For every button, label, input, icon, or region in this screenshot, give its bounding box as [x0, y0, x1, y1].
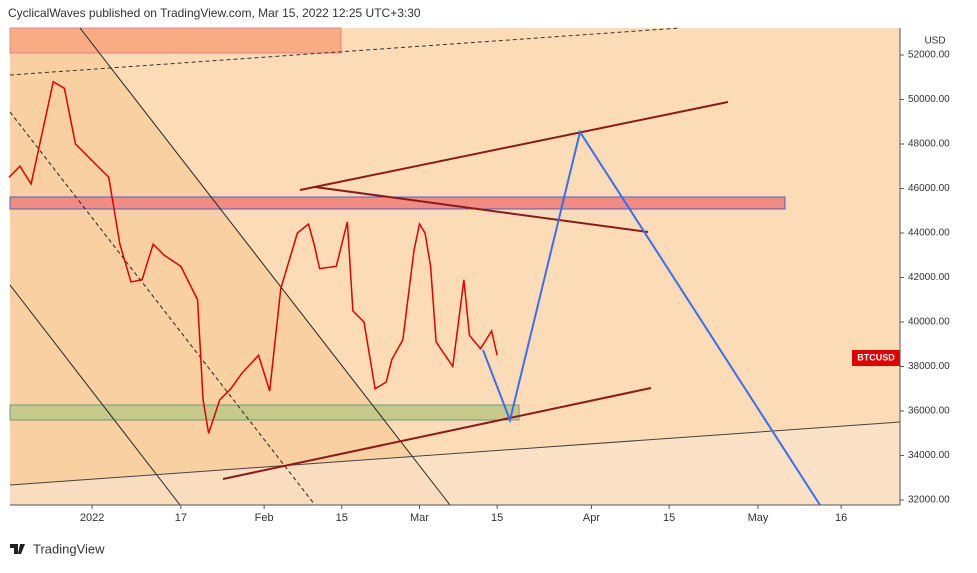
resistance-zone	[9, 196, 786, 210]
x-tick-label: 15	[491, 512, 503, 524]
footer: TradingView	[33, 541, 105, 556]
x-tick-label: Apr	[583, 512, 600, 524]
wedge-line	[222, 387, 652, 480]
y-tick-label: 52000.00	[908, 50, 950, 61]
symbol-label: BTCUSD	[857, 352, 895, 362]
x-tick-label: 15	[336, 512, 348, 524]
x-tick-label: 16	[835, 512, 847, 524]
y-tick-label: 34000.00	[908, 450, 950, 461]
symbol-tag	[852, 350, 900, 366]
wedge-line	[314, 186, 649, 233]
y-tick-label: 38000.00	[908, 361, 950, 372]
y-tick-label: 50000.00	[908, 94, 950, 105]
y-tick-label: 36000.00	[908, 406, 950, 417]
price-line	[8, 80, 498, 434]
trend-line	[9, 421, 901, 486]
y-tick-label: 40000.00	[908, 317, 950, 328]
y-tick-label: 44000.00	[908, 228, 950, 239]
x-tick-label: Mar	[410, 512, 429, 524]
channel-zone	[10, 28, 450, 505]
logo	[10, 544, 25, 554]
x-tick-label: Feb	[255, 512, 274, 524]
currency: USD	[924, 36, 945, 47]
header: CyclicalWaves published on TradingView.c…	[8, 6, 421, 20]
channel-line	[79, 27, 451, 506]
x-tick-label: 2022	[80, 512, 104, 524]
x-tick-label: May	[748, 512, 769, 524]
x-tick-label: 17	[175, 512, 187, 524]
y-tick-label: 42000.00	[908, 272, 950, 283]
projection	[482, 129, 821, 506]
x-tick-label: 15	[663, 512, 675, 524]
y-tick-label: 46000.00	[908, 183, 950, 194]
channel-mid	[9, 111, 316, 506]
wedge-line	[299, 101, 729, 191]
y-tick-label: 48000.00	[908, 139, 950, 150]
drawings	[9, 27, 901, 506]
y-tick-label: 32000.00	[908, 495, 950, 506]
lower-zone	[10, 422, 900, 505]
plot	[8, 80, 498, 434]
channel-line	[9, 284, 181, 506]
support-zone	[9, 404, 520, 421]
supply-zone	[9, 27, 342, 54]
axis-bg	[900, 28, 977, 508]
